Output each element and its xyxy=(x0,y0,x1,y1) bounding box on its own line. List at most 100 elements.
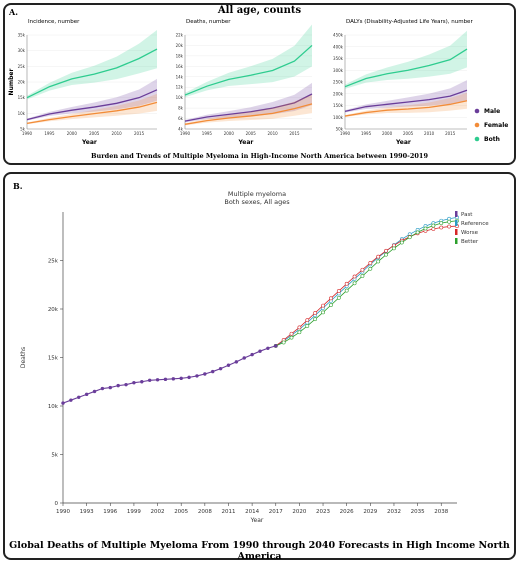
y-tick-label: 18k xyxy=(176,53,184,58)
x-tick-label: 1996 xyxy=(103,509,117,515)
point-past xyxy=(100,386,105,391)
legend-marker-reference xyxy=(455,220,458,226)
point-past xyxy=(203,372,207,376)
legend-marker-female xyxy=(474,122,480,128)
chart-title: Deaths, number xyxy=(186,19,231,25)
point-worse xyxy=(313,310,318,315)
panel-b: B. Multiple myeloma Both sexes, All ages 0… xyxy=(3,172,516,562)
x-tick-label: 2010 xyxy=(112,131,123,136)
point-past xyxy=(147,378,152,382)
x-axis-label: Year xyxy=(250,517,264,524)
y-tick-label: 0 xyxy=(55,501,59,507)
x-tick-label: 2002 xyxy=(151,509,165,515)
chart-a1: Incidence, number 5k 10k 15k 20k 25k 30k 35k 199… xyxy=(8,19,158,146)
y-tick-label: 35k xyxy=(18,33,26,38)
point-past xyxy=(61,401,65,405)
panel-a: A. All age, counts Incidence, number 5k 10… xyxy=(3,3,516,165)
point-worse xyxy=(447,224,452,229)
y-tick-label: 30k xyxy=(18,48,26,53)
y-tick-label: 12k xyxy=(176,85,184,90)
legend-label-worse: Worse xyxy=(461,230,479,236)
point-worse xyxy=(289,331,294,336)
point-past xyxy=(218,366,223,371)
legend-label-both: Both xyxy=(484,136,500,143)
point-past xyxy=(171,377,176,381)
point-worse xyxy=(360,267,365,272)
point-better xyxy=(305,324,310,328)
point-better xyxy=(297,330,302,335)
y-tick-label: 10k xyxy=(18,111,26,116)
x-tick-label: 2014 xyxy=(245,509,259,515)
y-tick-label: 8k xyxy=(178,106,184,111)
uncertainty-band-both xyxy=(345,30,467,89)
x-tick-label: 2000 xyxy=(67,131,78,136)
point-worse xyxy=(384,248,388,253)
point-past xyxy=(140,380,144,384)
x-tick-label: 1990 xyxy=(22,131,33,136)
x-tick-label: 2035 xyxy=(411,509,425,515)
point-better xyxy=(431,223,436,228)
series-line-both xyxy=(184,44,313,96)
point-better xyxy=(392,246,396,251)
y-tick-label: 100k xyxy=(333,115,344,120)
chart-title: Incidence, number xyxy=(28,19,80,25)
point-better xyxy=(289,335,294,340)
y-tick-label: 5k xyxy=(51,453,58,459)
point-better xyxy=(321,310,325,315)
point-past xyxy=(211,369,215,374)
x-tick-label: 1999 xyxy=(127,509,141,515)
series-line-male xyxy=(26,89,158,121)
x-tick-label: 2038 xyxy=(434,509,448,515)
panel-a-caption: Burden and Trends of Multiple Myeloma in… xyxy=(91,152,428,160)
series-line-past xyxy=(62,345,276,404)
point-better xyxy=(336,295,341,300)
legend-b: Past Reference Worse Better xyxy=(455,211,489,245)
point-past xyxy=(187,375,191,380)
legend-a: Male Female Both xyxy=(474,108,508,143)
y-tick-label: 20k xyxy=(176,43,184,48)
series-line-better xyxy=(275,220,458,347)
x-tick-label: 2005 xyxy=(174,509,188,515)
uncertainty-band-male xyxy=(185,82,312,123)
point-worse xyxy=(352,274,357,279)
x-tick-label: 2011 xyxy=(221,509,235,515)
x-tick-label: 1993 xyxy=(80,509,94,515)
x-tick-label: 1990 xyxy=(56,509,70,515)
point-past xyxy=(266,346,270,350)
x-tick-label: 2010 xyxy=(424,131,435,136)
point-past xyxy=(250,352,254,357)
point-past xyxy=(108,385,112,390)
x-tick-label: 2020 xyxy=(292,509,306,515)
y-tick-label: 4k xyxy=(178,127,184,132)
x-tick-label: 2029 xyxy=(363,509,377,515)
uncertainty-band-female xyxy=(27,93,157,125)
x-tick-label: 2015 xyxy=(289,131,300,136)
point-worse xyxy=(321,303,325,308)
point-worse xyxy=(368,261,373,265)
x-tick-label: 2015 xyxy=(445,131,456,136)
panel-a-title: All age, counts xyxy=(217,5,302,16)
point-better xyxy=(439,221,444,226)
point-past xyxy=(92,389,97,394)
legend-marker-past xyxy=(455,211,458,217)
chart-title: Multiple myeloma xyxy=(228,190,286,198)
point-worse xyxy=(297,325,302,330)
y-tick-label: 250k xyxy=(333,80,344,85)
series-line-male xyxy=(184,93,313,122)
point-better xyxy=(368,266,373,271)
series-line-worse xyxy=(275,225,458,347)
x-axis-label: Year xyxy=(238,139,254,146)
uncertainty-band-both xyxy=(27,29,157,100)
legend-marker-better xyxy=(455,238,458,244)
y-tick-label: 300k xyxy=(333,68,344,73)
point-past xyxy=(258,349,262,353)
chart-title: DALYs (Disability-Adjusted Life Years), … xyxy=(346,19,473,25)
uncertainty-band-male xyxy=(27,78,157,121)
y-tick-label: 6k xyxy=(178,116,184,121)
chart-a3: DALYs (Disability-Adjusted Life Years), … xyxy=(333,19,473,146)
legend-marker-worse xyxy=(455,229,458,235)
point-worse xyxy=(376,254,381,259)
x-tick-label: 2023 xyxy=(316,509,330,515)
point-better xyxy=(281,340,286,345)
